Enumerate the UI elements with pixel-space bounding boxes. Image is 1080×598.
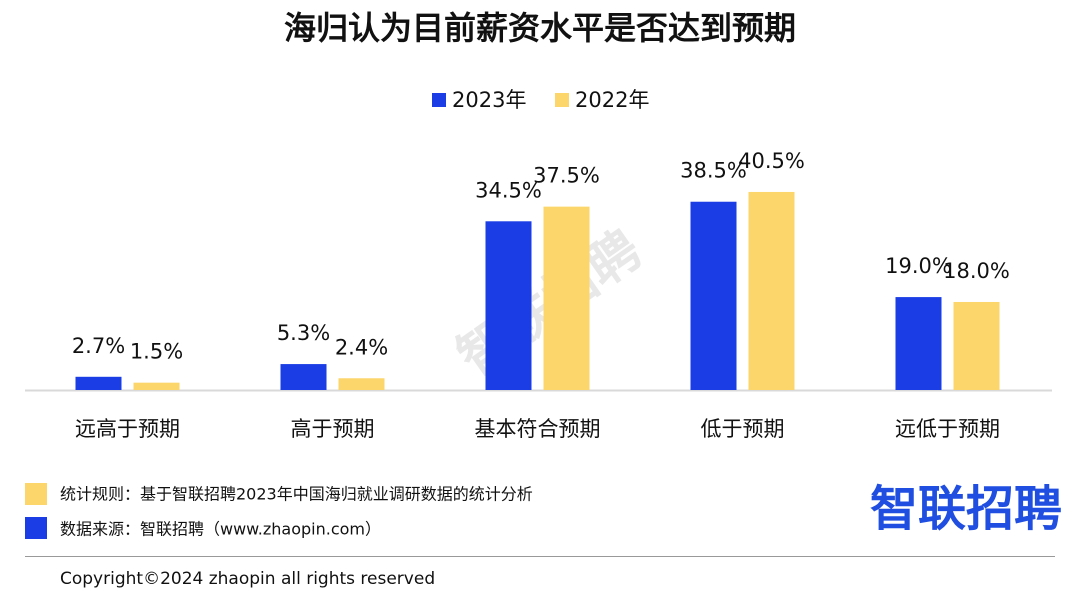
x-tick-label: 远低于预期	[895, 417, 1000, 441]
x-tick-label: 远高于预期	[75, 417, 180, 441]
bar	[748, 191, 795, 390]
bar	[280, 364, 327, 390]
legend-swatch	[432, 93, 446, 107]
value-label: 5.3%	[277, 321, 330, 345]
value-label: 34.5%	[475, 178, 542, 202]
footer-source: 数据来源：智联招聘（www.zhaopin.com）	[60, 520, 381, 539]
value-label: 2.7%	[72, 334, 125, 358]
value-label: 18.0%	[943, 259, 1010, 283]
bar	[133, 382, 180, 390]
logo: 智联招聘	[870, 481, 1062, 537]
note-icon	[25, 483, 47, 505]
source-icon	[25, 517, 47, 539]
value-label: 19.0%	[885, 254, 952, 278]
chart-title: 海归认为目前薪资水平是否达到预期	[284, 9, 796, 47]
legend-label: 2023年	[452, 88, 526, 112]
value-label: 38.5%	[680, 159, 747, 183]
bar	[75, 376, 122, 390]
bar	[953, 301, 1000, 390]
value-label: 1.5%	[130, 340, 183, 364]
x-tick-label: 低于预期	[701, 417, 785, 441]
bar	[690, 201, 737, 390]
bar	[338, 378, 385, 390]
bar	[485, 221, 532, 390]
legend-label: 2022年	[575, 88, 649, 112]
value-label: 40.5%	[738, 149, 805, 173]
x-tick-label: 基本符合预期	[475, 417, 601, 441]
value-label: 37.5%	[533, 164, 600, 188]
value-label: 2.4%	[335, 335, 388, 359]
x-tick-label: 高于预期	[291, 417, 375, 441]
footer-rule: 统计规则：基于智联招聘2023年中国海归就业调研数据的统计分析	[60, 485, 533, 504]
copyright: Copyright©2024 zhaopin all rights reserv…	[60, 569, 435, 589]
legend-swatch	[555, 93, 569, 107]
bar	[543, 206, 590, 390]
bar	[895, 297, 942, 390]
